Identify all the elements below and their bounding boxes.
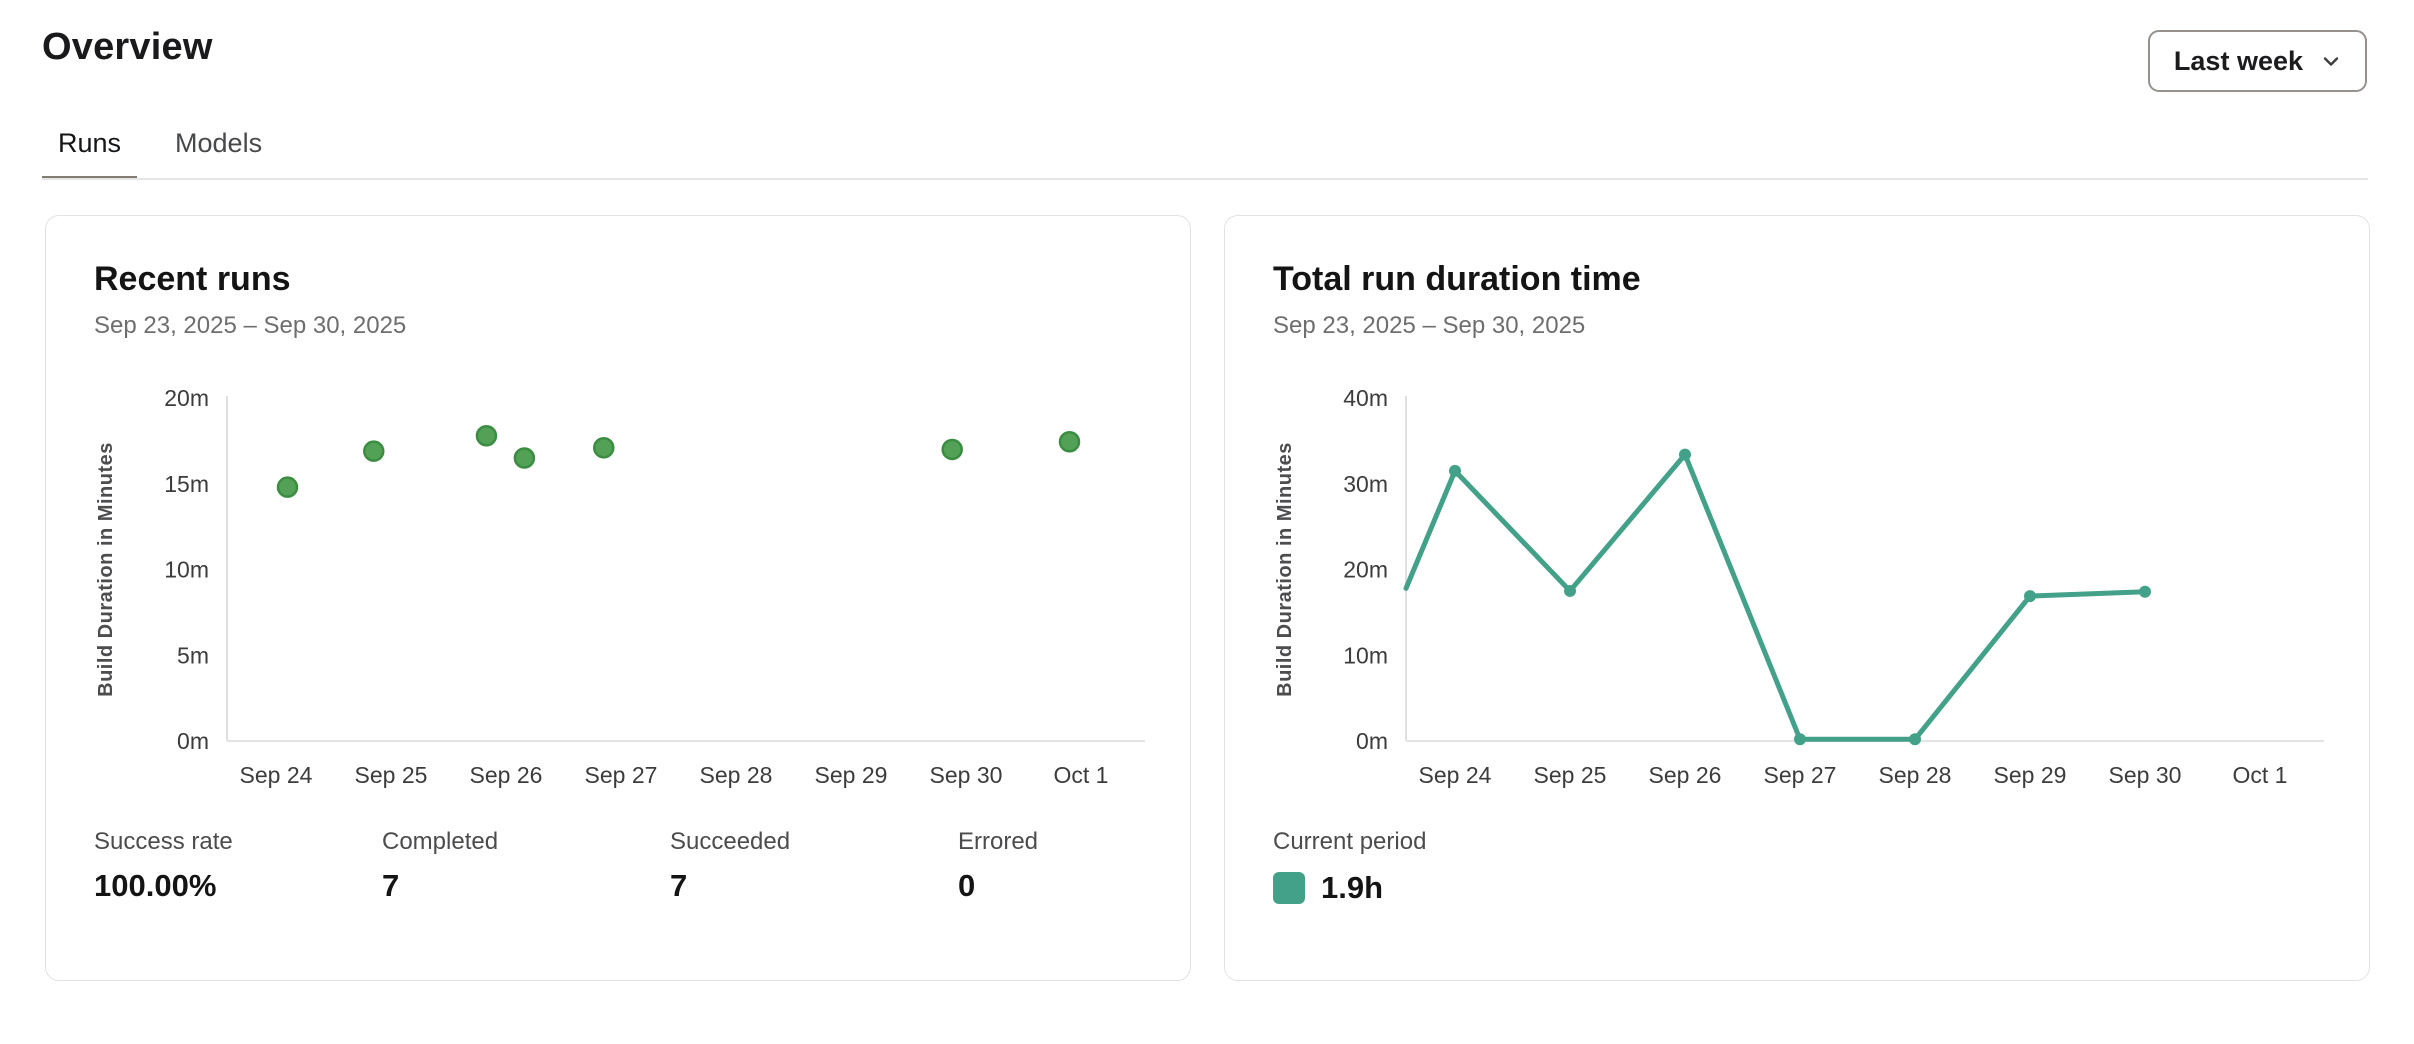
total-duration-card: Total run duration time Sep 23, 2025 – S… <box>1224 215 2370 981</box>
recent-runs-card: Recent runs Sep 23, 2025 – Sep 30, 2025 … <box>45 215 1191 981</box>
svg-text:Sep 24: Sep 24 <box>1419 762 1492 788</box>
svg-text:Sep 24: Sep 24 <box>240 762 313 788</box>
period-dropdown[interactable]: Last week <box>2147 30 2367 92</box>
svg-text:Sep 26: Sep 26 <box>1649 762 1722 788</box>
svg-text:Sep 26: Sep 26 <box>470 762 543 788</box>
recent-runs-scatter-chart: 0m 5m 10m 15m 20m Sep 24 Sep 25 Sep 26 Sep 27 Sep… <box>95 388 1145 788</box>
svg-text:Build Duration in Minutes: Build Duration in Minutes <box>95 442 117 697</box>
svg-text:20m: 20m <box>1343 557 1388 583</box>
tab-runs[interactable]: Runs <box>42 126 138 180</box>
svg-text:Sep 25: Sep 25 <box>1534 762 1607 788</box>
svg-text:20m: 20m <box>164 388 209 411</box>
svg-text:40m: 40m <box>1343 388 1388 411</box>
stat-completed: Completed 7 <box>382 828 670 904</box>
legend-value: 1.9h <box>1321 870 1384 905</box>
duration-line-chart: 0m 10m 20m 30m 40m Sep 24 Sep 25 Sep 26 Sep 27 Se… <box>1274 388 2324 788</box>
svg-text:Sep 29: Sep 29 <box>815 762 888 788</box>
svg-text:0m: 0m <box>1356 728 1388 754</box>
page-title: Overview <box>42 26 213 68</box>
legend-row: 1.9h <box>1273 870 1426 906</box>
svg-text:Build Duration in Minutes: Build Duration in Minutes <box>1274 442 1296 697</box>
run-stats: Success rate 100.00% Completed 7 Succeed… <box>94 828 1246 904</box>
svg-text:Sep 27: Sep 27 <box>1764 762 1837 788</box>
tab-models-label: Models <box>175 128 263 158</box>
current-period-legend: Current period 1.9h <box>1273 828 1426 906</box>
legend-label: Current period <box>1273 828 1427 855</box>
svg-text:10m: 10m <box>164 557 209 583</box>
stat-label: Completed <box>382 828 499 855</box>
period-dropdown-value: Last week <box>2173 45 2303 76</box>
stat-label: Succeeded <box>670 828 791 855</box>
recent-runs-title: Recent runs <box>94 260 291 298</box>
svg-text:Sep 27: Sep 27 <box>585 762 658 788</box>
tab-bar-divider <box>42 178 2368 180</box>
stat-succeeded: Succeeded 7 <box>670 828 958 904</box>
tab-models[interactable]: Models <box>159 126 278 180</box>
stat-label: Success rate <box>94 828 233 855</box>
svg-text:Sep 28: Sep 28 <box>1879 762 1952 788</box>
chevron-down-icon <box>2319 49 2343 73</box>
svg-text:Sep 29: Sep 29 <box>1994 762 2067 788</box>
svg-text:Oct 1: Oct 1 <box>1054 762 1109 788</box>
stat-value: 7 <box>670 868 688 903</box>
svg-text:15m: 15m <box>164 471 209 497</box>
tab-runs-label: Runs <box>58 128 122 158</box>
svg-text:0m: 0m <box>177 728 209 754</box>
stat-label: Errored <box>958 828 1039 855</box>
stat-errored: Errored 0 <box>958 828 1246 904</box>
tab-bar: Runs Models <box>42 126 278 180</box>
svg-text:10m: 10m <box>1343 642 1388 668</box>
svg-text:Oct 1: Oct 1 <box>2233 762 2288 788</box>
svg-text:Sep 30: Sep 30 <box>2109 762 2182 788</box>
total-duration-date-range: Sep 23, 2025 – Sep 30, 2025 <box>1273 312 1586 339</box>
svg-text:Sep 25: Sep 25 <box>355 762 428 788</box>
recent-runs-date-range: Sep 23, 2025 – Sep 30, 2025 <box>94 312 407 339</box>
legend-color-swatch <box>1273 872 1305 904</box>
svg-text:Sep 30: Sep 30 <box>930 762 1003 788</box>
stat-value: 7 <box>382 868 400 903</box>
total-duration-title: Total run duration time <box>1273 260 1641 298</box>
svg-text:Sep 28: Sep 28 <box>700 762 773 788</box>
stat-success-rate: Success rate 100.00% <box>94 828 382 904</box>
svg-text:30m: 30m <box>1343 471 1388 497</box>
stat-value: 100.00% <box>94 868 217 903</box>
svg-text:5m: 5m <box>177 642 209 668</box>
stat-value: 0 <box>958 868 976 903</box>
